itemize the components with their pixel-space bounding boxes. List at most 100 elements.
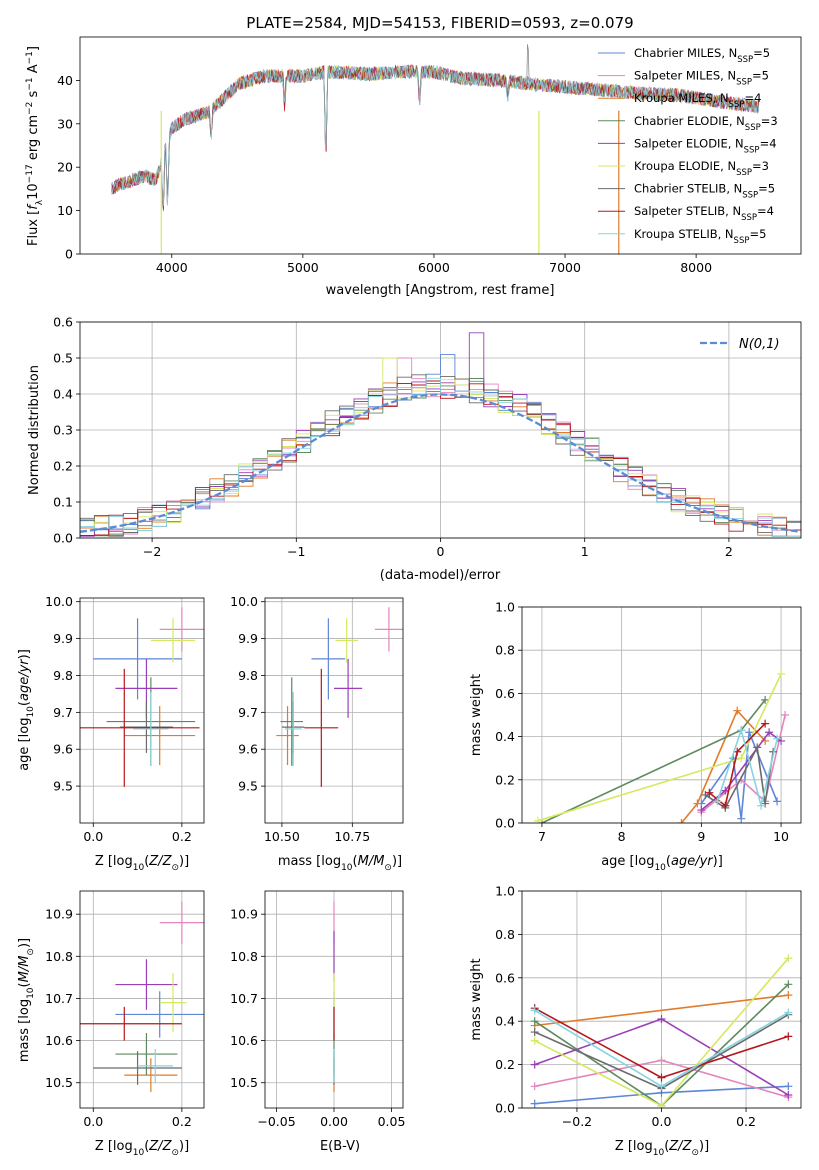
x-tick-label: −0.2 xyxy=(562,1114,592,1129)
y-tick-label: 0.4 xyxy=(53,387,73,402)
errorbar-series xyxy=(80,607,204,787)
weight-line xyxy=(700,714,786,813)
weight-marker xyxy=(773,797,782,806)
y-tick-label: 9.8 xyxy=(53,668,73,683)
y-tick-label: 0.2 xyxy=(53,459,73,474)
weight-marker xyxy=(530,1017,539,1026)
weight-y-label: mass weight xyxy=(469,674,484,756)
y-tick-label: 0.2 xyxy=(495,772,515,787)
errorbar-point xyxy=(115,991,204,1038)
y-tick-label: 0.0 xyxy=(495,816,515,831)
axes-frame xyxy=(79,36,802,255)
y-tick-label: 9.7 xyxy=(238,705,258,720)
x-tick-label: 2 xyxy=(725,544,733,559)
weight-marker xyxy=(713,797,722,806)
x-tick-label: 10 xyxy=(773,829,789,844)
errorbar-point xyxy=(284,692,302,766)
weight-marker xyxy=(530,1082,539,1091)
y-tick-label: 0.6 xyxy=(495,970,515,985)
x-tick-label: 8 xyxy=(618,829,626,844)
weight-marker xyxy=(530,1028,539,1037)
hist-x-label: (data-model)/error xyxy=(380,568,501,583)
weight-marker xyxy=(784,1090,793,1099)
errorbar-point xyxy=(159,901,204,944)
x-tick-label: 0.0 xyxy=(652,1114,672,1129)
weight-marker xyxy=(677,819,686,823)
axes-frame xyxy=(264,890,404,1109)
weight-marker xyxy=(737,814,746,823)
mass-vs-Z-panel: 0.0 0.2 10.5 10.6 10.7 10.8 10.9 Z [log10(Z/Z⊙)… xyxy=(17,890,205,1158)
mass-z-x-label: Z [log10(Z/Z⊙)] xyxy=(95,1139,189,1158)
y-tick-label: 10.5 xyxy=(230,1075,258,1090)
histogram-series xyxy=(80,332,801,537)
legend-entry: Kroupa ELODIE, NSSP=3 xyxy=(634,159,769,178)
errorbar-point xyxy=(334,658,363,718)
weight-series-line xyxy=(713,726,782,810)
errorbar-point xyxy=(80,668,200,787)
weight-marker xyxy=(784,954,793,963)
weight-y-label: mass weight xyxy=(469,958,484,1040)
x-tick-label: 0.2 xyxy=(172,829,192,844)
weight-marker xyxy=(530,1006,539,1015)
weight-marker xyxy=(657,1073,666,1082)
y-tick-label: 10.0 xyxy=(45,594,73,609)
weight-age-x-label: age [log10(age/yr)] xyxy=(601,854,723,873)
weight-marker xyxy=(777,669,786,678)
x-tick-label: 0.0 xyxy=(83,829,103,844)
weight-line xyxy=(534,994,789,1027)
y-tick-label: 0.1 xyxy=(53,495,73,510)
age-mass-x-label: mass [log10(M/M⊙)] xyxy=(278,854,402,873)
axes-frame xyxy=(264,597,404,824)
y-tick-label: 1.0 xyxy=(495,600,515,615)
x-tick-label: 0.00 xyxy=(320,1114,348,1129)
weight-marker xyxy=(693,799,702,808)
errorbar-point xyxy=(304,668,339,787)
legend-entry: Chabrier MILES, NSSP=5 xyxy=(634,46,770,65)
y-tick-label: 1.0 xyxy=(495,884,515,899)
errorbar-point xyxy=(80,1006,182,1041)
y-tick-label: 0.4 xyxy=(495,1014,515,1029)
y-tick-label: 9.9 xyxy=(53,631,73,646)
x-tick-label: 0.2 xyxy=(736,1114,756,1129)
y-tick-label: 10.9 xyxy=(230,907,258,922)
y-tick-label: 0 xyxy=(65,247,73,262)
residuals-panel: −2 −1 0 1 2 0.0 0.1 0.2 0.3 0.4 0.5 0.6 (data-model)… xyxy=(27,315,802,583)
y-tick-label: 10.7 xyxy=(230,991,258,1006)
y-tick-label: 10.5 xyxy=(45,1075,73,1090)
x-tick-label: 10.75 xyxy=(334,829,370,844)
y-tick-label: 9.7 xyxy=(53,705,73,720)
weight-z-x-label: Z [log10(Z/Z⊙)] xyxy=(615,1139,709,1158)
weight-marker xyxy=(737,754,746,763)
legend-entry: Kroupa STELIB, NSSP=5 xyxy=(634,227,766,246)
spectrum-lines xyxy=(111,44,760,254)
y-tick-label: 0.5 xyxy=(53,351,73,366)
weight-line xyxy=(700,732,778,819)
y-tick-label: 10.9 xyxy=(45,907,73,922)
weight-series-line xyxy=(530,1006,793,1091)
weight-vs-age-panel: 7 8 9 10 0.0 0.2 0.4 0.6 0.8 1.0 mass weight age [l… xyxy=(469,600,802,873)
errorbar-point xyxy=(137,1049,173,1083)
y-tick-label: 0.0 xyxy=(495,1101,515,1116)
weight-marker xyxy=(784,1082,793,1091)
weight-marker xyxy=(757,801,766,810)
weight-marker xyxy=(657,1015,666,1024)
weight-marker xyxy=(745,728,754,737)
errorbar-point xyxy=(374,607,403,652)
weight-marker xyxy=(733,706,742,715)
y-tick-label: 9.5 xyxy=(238,779,258,794)
weight-marker xyxy=(530,1060,539,1069)
weight-marker xyxy=(530,1099,539,1108)
axes-frame xyxy=(79,321,802,539)
y-tick-label: 10.7 xyxy=(45,991,73,1006)
spectrum-x-label: wavelength [Angstrom, rest frame] xyxy=(326,283,555,298)
weight-marker xyxy=(721,801,730,810)
errorbar-point xyxy=(311,618,346,700)
y-tick-label: 0.6 xyxy=(495,686,515,701)
axes-frame xyxy=(79,597,205,824)
errorbar-point xyxy=(159,607,204,652)
weight-series-line xyxy=(530,1015,793,1099)
weight-line xyxy=(716,727,778,806)
y-tick-label: 30 xyxy=(57,116,73,131)
normal-curve xyxy=(80,393,801,533)
errorbar-point xyxy=(159,973,187,1033)
